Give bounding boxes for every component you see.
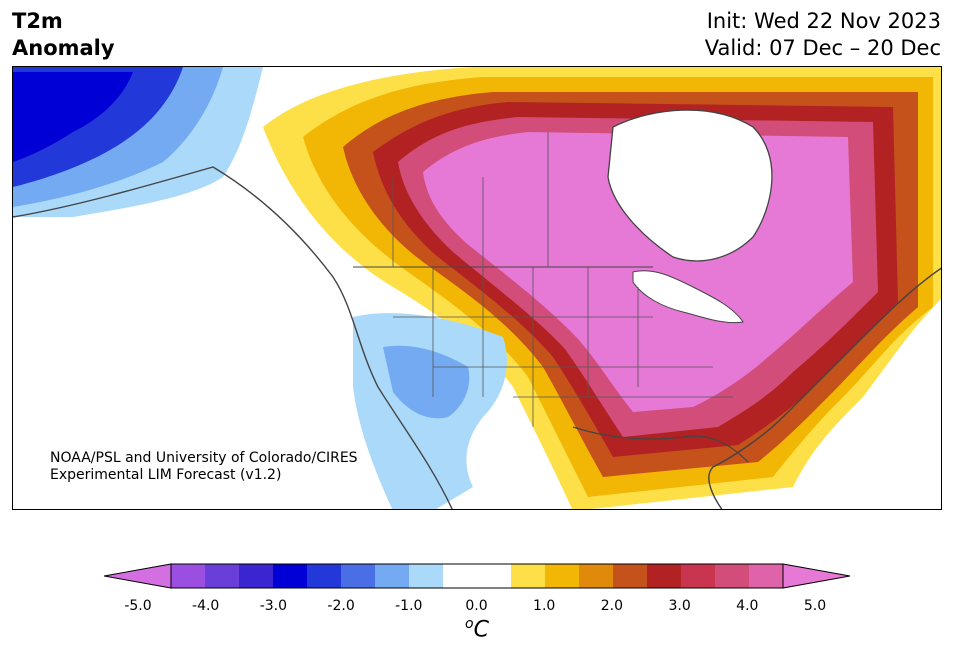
colorbar-segment xyxy=(511,564,546,588)
data-credit: NOAA/PSL and University of Colorado/CIRE… xyxy=(50,450,358,484)
colorbar-extend-low xyxy=(104,563,172,589)
valid-date: Valid: 07 Dec – 20 Dec xyxy=(704,36,941,60)
colorbar xyxy=(104,563,850,589)
colorbar-segment xyxy=(205,564,240,588)
colorbar-segment xyxy=(681,564,716,588)
colorbar-segment xyxy=(375,564,410,588)
colorbar-segment xyxy=(545,564,580,588)
colorbar-segment xyxy=(749,564,784,588)
colorbar-segment xyxy=(613,564,648,588)
colorbar-tick-label: 5.0 xyxy=(803,598,827,614)
colorbar-segment xyxy=(443,564,478,588)
colorbar-segment xyxy=(715,564,750,588)
init-date: Init: Wed 22 Nov 2023 xyxy=(706,9,941,33)
colorbar-segment xyxy=(307,564,342,588)
colorbar-segment xyxy=(239,564,274,588)
credit-line-1: NOAA/PSL and University of Colorado/CIRE… xyxy=(50,450,358,466)
hudson-bay xyxy=(607,109,773,262)
title-line-2: Anomaly xyxy=(12,36,115,60)
colorbar-segment xyxy=(579,564,614,588)
credit-line-2: Experimental LIM Forecast (v1.2) xyxy=(50,467,282,483)
internal-borders xyxy=(392,132,733,427)
coastline-west xyxy=(13,166,453,509)
title-line-1: T2m xyxy=(12,9,63,33)
colorbar-tick-label: -3.0 xyxy=(259,598,288,614)
great-lakes xyxy=(632,270,744,324)
colorbar-segment xyxy=(341,564,376,588)
colorbar-segment xyxy=(273,564,308,588)
colorbar-extend-high xyxy=(782,563,850,589)
colorbar-tick-label: -5.0 xyxy=(124,598,152,614)
colorbar-segment xyxy=(171,564,206,588)
colorbar-segment xyxy=(477,564,512,588)
colorbar-segment xyxy=(409,564,444,588)
anomaly-map: NOAA/PSL and University of Colorado/CIRE… xyxy=(12,66,942,510)
coastline-gulf xyxy=(572,426,749,463)
coastline-east xyxy=(708,267,941,509)
unit-superscript: o xyxy=(465,616,474,632)
colorbar-tick-label: 1.0 xyxy=(533,598,556,614)
colorbar-unit: oC xyxy=(465,616,489,642)
cold-sw-2 xyxy=(383,345,470,419)
colorbar-tick-label: 3.0 xyxy=(668,598,691,614)
colorbar-tick-label: 2.0 xyxy=(600,598,624,614)
unit-main: C xyxy=(473,617,489,643)
cold-band-4 xyxy=(13,72,133,162)
colorbar-tick-label: -4.0 xyxy=(192,598,220,614)
colorbar-tick-label: -1.0 xyxy=(395,598,423,614)
map-title: T2m Anomaly xyxy=(12,8,115,62)
colorbar-tick-label: 4.0 xyxy=(736,598,759,614)
colorbar-tick-label: -2.0 xyxy=(327,598,355,614)
colorbar-tick-label: 0.0 xyxy=(465,598,488,614)
map-canvas xyxy=(13,67,941,509)
forecast-dates: Init: Wed 22 Nov 2023 Valid: 07 Dec – 20… xyxy=(705,8,941,62)
colorbar-segment xyxy=(647,564,682,588)
